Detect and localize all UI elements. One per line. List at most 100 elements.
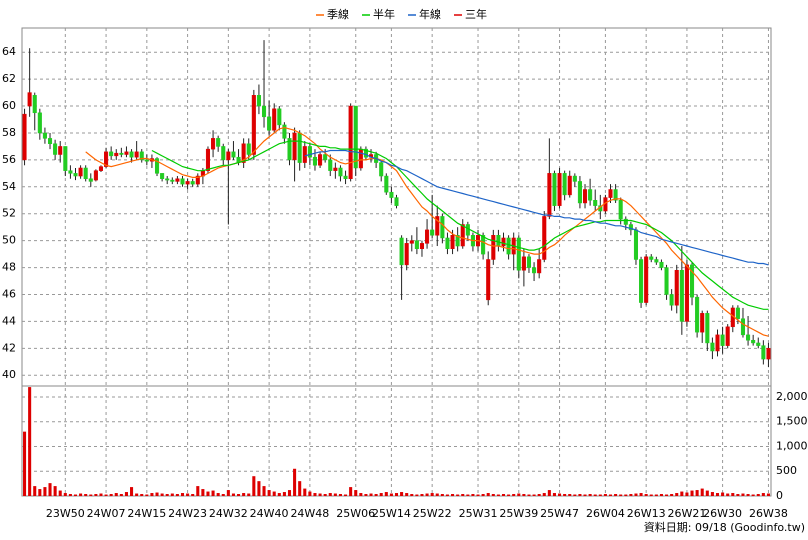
volume-bar (420, 494, 424, 496)
volume-bar (318, 493, 322, 496)
volume-bar (593, 494, 597, 496)
volume-bar (43, 487, 47, 496)
candle-body (307, 146, 312, 158)
candle-body (318, 154, 323, 166)
candle-body (98, 166, 104, 171)
candle-body (450, 235, 455, 249)
volume-bar (221, 494, 225, 496)
volume-bar (282, 492, 286, 496)
candle-body (746, 334, 751, 341)
candle-body (389, 191, 394, 198)
volume-bar (527, 494, 531, 496)
x-tick-label: 26W38 (749, 507, 788, 520)
volume-bar (328, 493, 332, 496)
candle-body (104, 151, 109, 167)
volume-bar (410, 494, 414, 496)
volume-tick-label: 2,000 (776, 390, 808, 403)
volume-bar (79, 493, 83, 496)
volume-bar (394, 493, 399, 496)
x-tick-label: 25W39 (499, 507, 538, 520)
volume-bar (685, 492, 689, 496)
candle-body (613, 189, 618, 201)
candle-body (532, 267, 537, 274)
volume-bar (308, 491, 312, 496)
candle-body (710, 342, 715, 352)
volume-bar (89, 494, 93, 496)
volume-bar (624, 494, 628, 496)
candle-body (740, 318, 746, 336)
candle-body (761, 345, 766, 360)
volume-bar (344, 494, 348, 496)
candle-body (496, 235, 501, 247)
candle-body (333, 167, 338, 171)
volume-bar (369, 493, 373, 496)
candle-body (689, 264, 695, 298)
volume-bar (552, 493, 556, 496)
volume-bar (568, 494, 572, 496)
y-tick-label: 62 (2, 72, 16, 85)
candle-body (425, 229, 430, 244)
candle-body (664, 267, 669, 295)
volume-bar (522, 494, 526, 496)
volume-bar (130, 487, 134, 496)
volume-bar (532, 494, 536, 496)
volume-bar (654, 494, 658, 496)
candle-body (674, 270, 679, 306)
candle-body (516, 237, 521, 271)
volume-bar (104, 494, 108, 496)
volume-bar (471, 494, 475, 496)
x-tick-label: 25W14 (372, 507, 411, 520)
volume-bar (614, 494, 618, 496)
volume-bar (705, 490, 709, 496)
candle-body (216, 138, 221, 147)
candle-body (766, 348, 771, 360)
volume-bar (313, 493, 317, 496)
ma-line (151, 140, 769, 310)
volume-bar (349, 487, 353, 496)
legend-label: 半年 (373, 7, 395, 21)
volume-bar (573, 494, 577, 496)
volume-bar (451, 494, 455, 496)
volume-bar (145, 494, 149, 496)
volume-bar (578, 494, 582, 496)
candle-body (567, 175, 572, 196)
candle-body (404, 243, 409, 266)
candle-body (491, 235, 496, 260)
candle-body (445, 237, 450, 249)
volume-bar (124, 492, 128, 496)
volume-bar (73, 494, 78, 496)
volume-bar (634, 493, 638, 496)
volume-bar (84, 494, 88, 496)
candle-body (623, 218, 628, 225)
volume-bar (466, 494, 470, 496)
volume-bar (252, 476, 256, 496)
volume-bar (675, 493, 679, 496)
volume-bar (38, 489, 42, 496)
candle-body (277, 108, 282, 126)
candle-body (261, 105, 267, 118)
source-note: 資料日期: 09/18 (Goodinfo.tw) (644, 520, 805, 534)
volume-bar (461, 494, 465, 496)
candle-body (608, 189, 613, 198)
candle-body (119, 152, 124, 155)
volume-bar (53, 486, 57, 496)
volume-bar (94, 494, 98, 496)
volume-bar (670, 494, 674, 496)
candle-body (190, 181, 195, 185)
candle-body (292, 132, 297, 161)
candle-body (394, 197, 399, 206)
volume-bar (761, 493, 765, 496)
x-tick-label: 25W31 (459, 507, 498, 520)
volume-bar (160, 493, 164, 496)
candle-body (246, 143, 251, 155)
volume-bar (323, 494, 327, 496)
volume-bar (211, 490, 215, 496)
volume-bar (379, 493, 383, 496)
volume-bar (721, 492, 725, 496)
x-tick-label: 26W13 (627, 507, 666, 520)
volume-bar (216, 493, 220, 496)
candle-body (700, 313, 705, 333)
candle-body (27, 92, 32, 107)
candle-body (572, 175, 577, 182)
candle-body (267, 116, 272, 131)
